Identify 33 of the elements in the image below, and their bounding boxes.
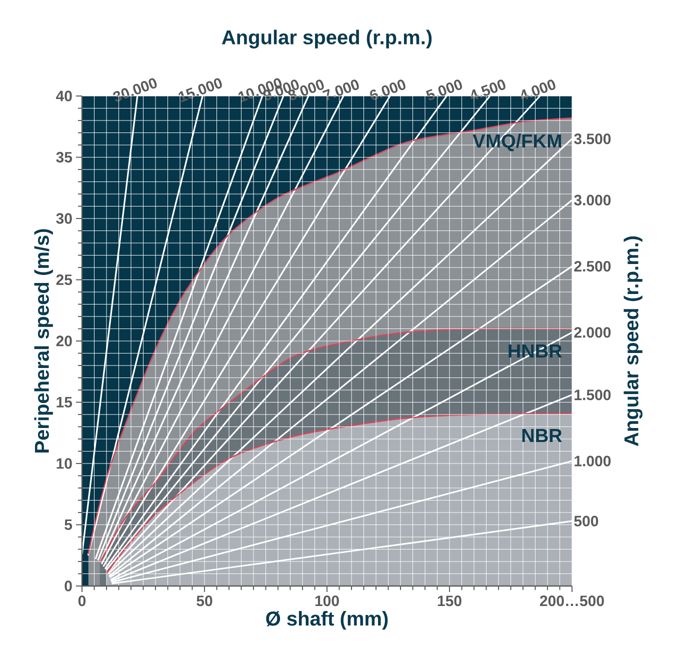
annotation: 7.000 [322, 80, 359, 100]
annotation: 3.500 [574, 134, 611, 144]
y-tick-label: 5 [64, 520, 72, 530]
y-tick-label: 0 [64, 580, 72, 592]
annotation: 2.500 [574, 260, 611, 272]
annotation: 5.000 [426, 80, 462, 100]
x-axis-title: Ø shaft (mm) [266, 611, 388, 630]
y2-axis-title: Angular speed (r.p.m.) [624, 236, 642, 446]
y-tick-label: 20 [56, 336, 72, 346]
x-tick-label: 0 [78, 596, 86, 606]
y-tick-label: 10 [56, 458, 72, 469]
annotation: 2.000 [574, 327, 611, 338]
y-tick-label: 25 [56, 274, 72, 286]
annotation: 4.500 [470, 80, 506, 100]
x-tick-label: 100 [315, 596, 339, 606]
chart-title: Angular speed (r.p.m.) [222, 30, 432, 48]
annotation: 30.000 [113, 78, 157, 102]
y-tick-label: 35 [56, 152, 72, 163]
annotation: 4.000 [520, 80, 556, 100]
y-tick-label: 30 [56, 213, 72, 224]
x-tick-label: 150 [438, 596, 462, 606]
annotation: 6.000 [370, 80, 406, 100]
y-tick-label: 40 [56, 90, 72, 102]
y-axis-title: Peripeheral speed (m/s) [34, 229, 53, 452]
annotation: 1.000 [574, 456, 611, 466]
annotation: 3.000 [574, 194, 611, 206]
x-tick-label: 50 [196, 596, 212, 606]
annotation: 500 [574, 516, 598, 526]
annotation: 15.000 [178, 78, 222, 102]
y-tick-label: 15 [56, 397, 72, 408]
annotation: 1.500 [574, 390, 611, 400]
series-label: NBR [522, 428, 562, 442]
x-tick-label: 200…500 [540, 596, 604, 606]
